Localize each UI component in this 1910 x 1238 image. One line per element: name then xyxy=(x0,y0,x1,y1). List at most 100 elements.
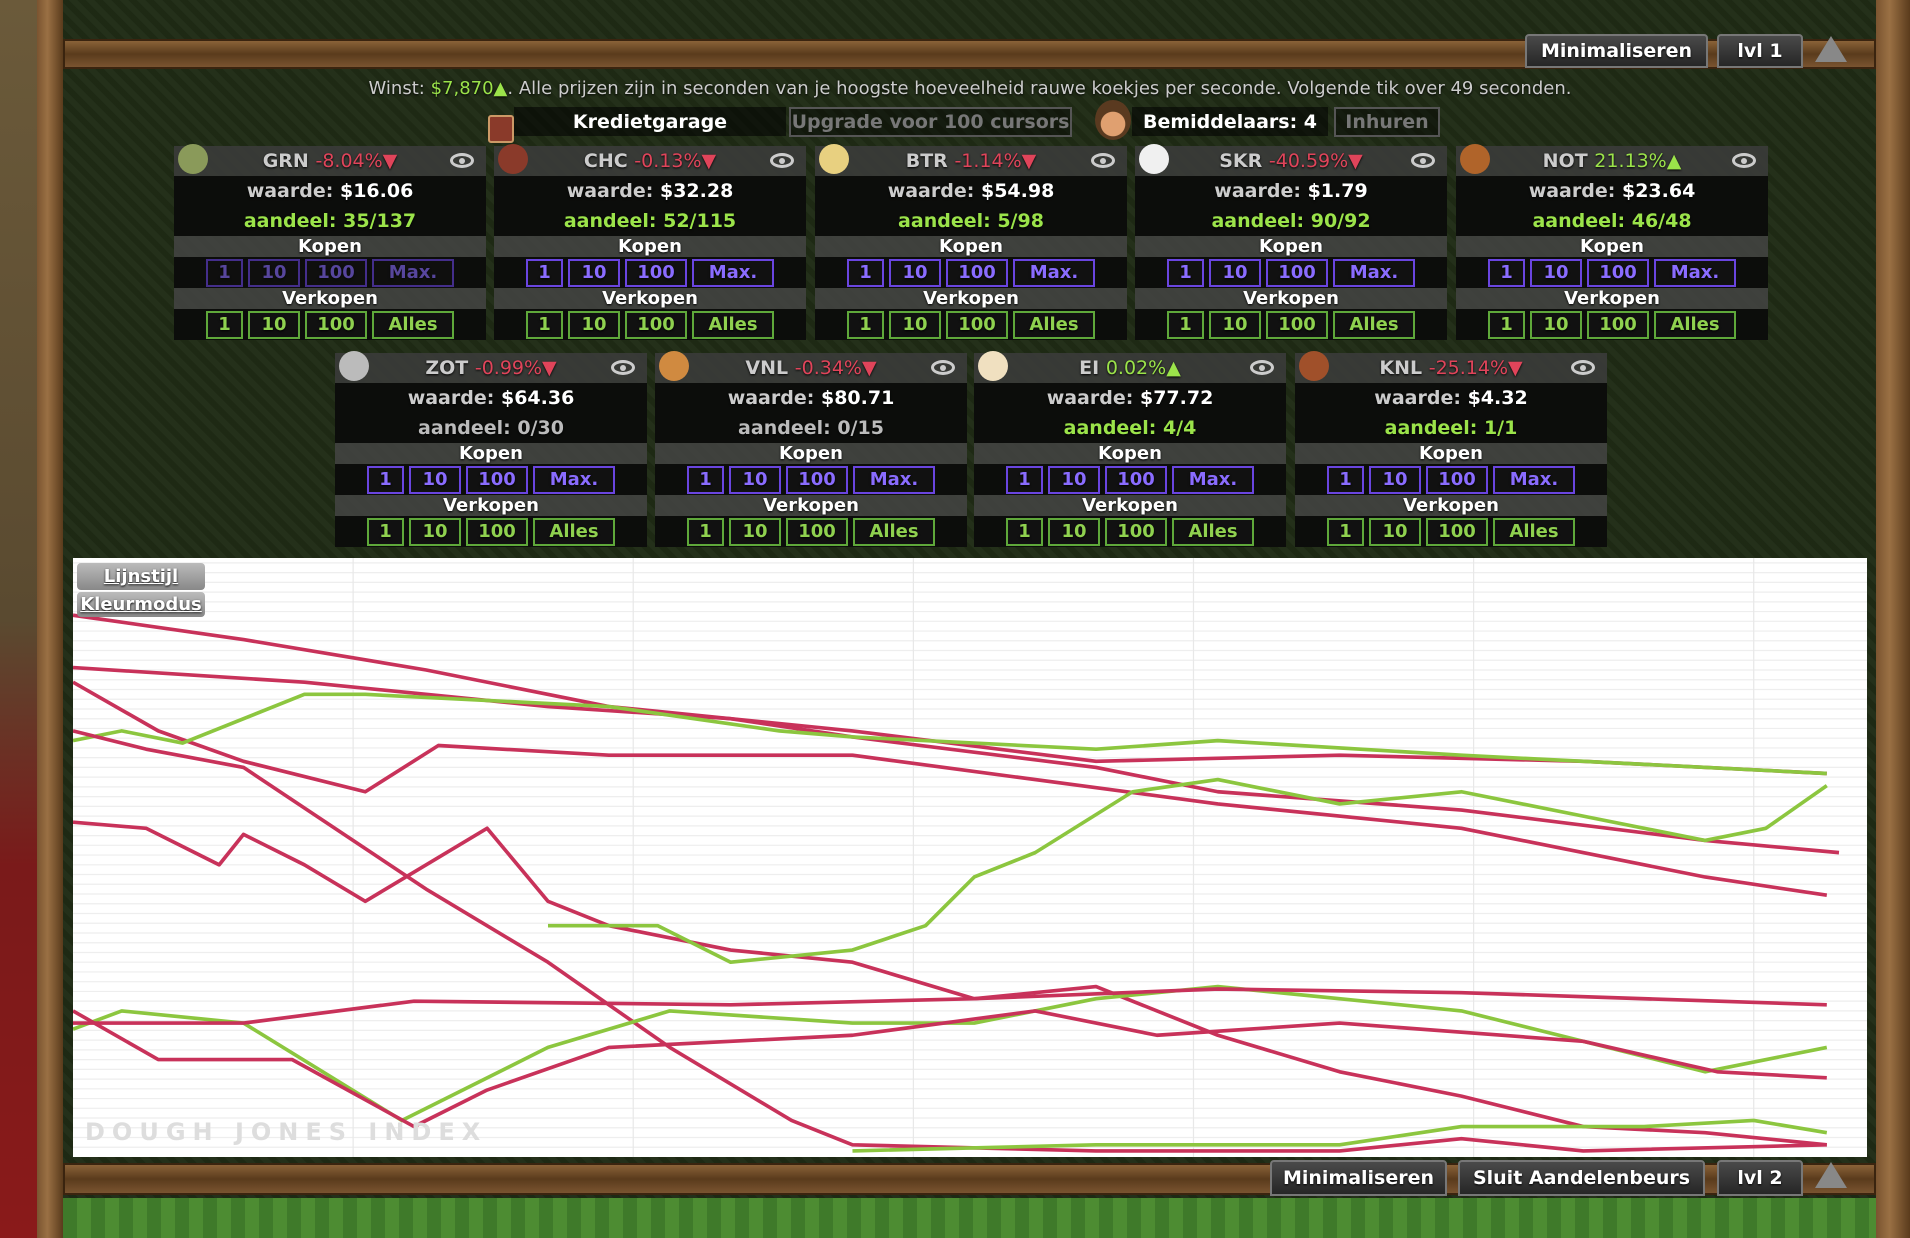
sell-button[interactable]: 1 xyxy=(206,310,243,339)
buy-button[interactable]: 100 xyxy=(786,465,848,494)
hide-toggle[interactable] xyxy=(1091,153,1115,168)
buy-button[interactable]: Max. xyxy=(853,465,935,494)
minimize-button[interactable]: Minimaliseren xyxy=(1525,34,1708,68)
shares: 90/92 xyxy=(1310,210,1371,232)
sell-button[interactable]: 10 xyxy=(568,310,620,339)
sell-button[interactable]: Alles xyxy=(853,517,935,546)
buy-button[interactable]: 1 xyxy=(367,465,404,494)
buy-button[interactable]: 100 xyxy=(466,465,528,494)
hire-button[interactable]: Inhuren xyxy=(1334,107,1440,137)
hide-toggle[interactable] xyxy=(931,360,955,375)
sell-button[interactable]: Alles xyxy=(1013,310,1095,339)
buy-button[interactable]: Max. xyxy=(1654,258,1736,287)
buy-button[interactable]: 1 xyxy=(847,258,884,287)
sell-button[interactable]: Alles xyxy=(1493,517,1575,546)
sell-buttons: 1 10 100 Alles xyxy=(1135,309,1447,340)
upgrade-button[interactable]: Upgrade voor 100 cursors xyxy=(789,107,1072,137)
minimize-button[interactable]: Minimaliseren xyxy=(1270,1160,1447,1196)
color-mode-button[interactable]: Kleurmodus xyxy=(77,592,205,617)
hide-toggle[interactable] xyxy=(1411,153,1435,168)
buy-button[interactable]: 1 xyxy=(687,465,724,494)
sell-button[interactable]: 100 xyxy=(946,310,1008,339)
sell-button[interactable]: 1 xyxy=(1488,310,1525,339)
buy-button[interactable]: Max. xyxy=(1493,465,1575,494)
sell-button[interactable]: 100 xyxy=(1105,517,1167,546)
sell-button[interactable]: 10 xyxy=(1369,517,1421,546)
buy-button[interactable]: 1 xyxy=(526,258,563,287)
value: $80.71 xyxy=(820,387,895,409)
sell-button[interactable]: Alles xyxy=(533,517,615,546)
sell-button[interactable]: 10 xyxy=(889,310,941,339)
sell-button[interactable]: Alles xyxy=(1333,310,1415,339)
sell-button[interactable]: Alles xyxy=(692,310,774,339)
sell-button[interactable]: 100 xyxy=(1587,310,1649,339)
sell-button[interactable]: 10 xyxy=(409,517,461,546)
shares-label: aandeel: xyxy=(1384,417,1478,439)
stock-icon xyxy=(1460,144,1490,174)
buy-button[interactable]: 100 xyxy=(625,258,687,287)
buy-button[interactable]: 10 xyxy=(1209,258,1261,287)
line-style-button[interactable]: Lijnstijl xyxy=(77,563,205,590)
sell-button[interactable]: 1 xyxy=(847,310,884,339)
buy-button[interactable]: 10 xyxy=(248,258,300,287)
buy-button[interactable]: 100 xyxy=(1426,465,1488,494)
buy-button[interactable]: Max. xyxy=(1172,465,1254,494)
value: $23.64 xyxy=(1621,180,1696,202)
close-market-button[interactable]: Sluit Aandelenbeurs xyxy=(1458,1160,1705,1196)
buy-button[interactable]: 10 xyxy=(1048,465,1100,494)
sell-button[interactable]: 1 xyxy=(1327,517,1364,546)
sell-button[interactable]: 100 xyxy=(1266,310,1328,339)
buy-button[interactable]: 10 xyxy=(1369,465,1421,494)
sell-button[interactable]: 10 xyxy=(1048,517,1100,546)
hide-toggle[interactable] xyxy=(1571,360,1595,375)
sell-button[interactable]: 10 xyxy=(248,310,300,339)
level-button[interactable]: lvl 2 xyxy=(1717,1160,1803,1196)
buy-button[interactable]: Max. xyxy=(372,258,454,287)
buy-button[interactable]: Max. xyxy=(1013,258,1095,287)
sell-button[interactable]: 10 xyxy=(729,517,781,546)
buy-button[interactable]: 10 xyxy=(1530,258,1582,287)
buy-button[interactable]: 1 xyxy=(1006,465,1043,494)
sell-button[interactable]: Alles xyxy=(372,310,454,339)
price-lines xyxy=(72,613,1840,1153)
level-button[interactable]: lvl 1 xyxy=(1717,34,1803,68)
buy-button[interactable]: 100 xyxy=(1587,258,1649,287)
hide-toggle[interactable] xyxy=(450,153,474,168)
hide-toggle[interactable] xyxy=(611,360,635,375)
buy-button[interactable]: 100 xyxy=(946,258,1008,287)
sell-button[interactable]: 10 xyxy=(1530,310,1582,339)
sell-button[interactable]: 1 xyxy=(526,310,563,339)
spacer xyxy=(494,387,501,409)
sell-button[interactable]: 1 xyxy=(687,517,724,546)
sell-button[interactable]: 10 xyxy=(1209,310,1261,339)
buy-button[interactable]: 1 xyxy=(206,258,243,287)
buy-button[interactable]: 10 xyxy=(568,258,620,287)
change: -0.34%▼ xyxy=(794,357,877,379)
buy-button[interactable]: 100 xyxy=(1105,465,1167,494)
sell-button[interactable]: 100 xyxy=(625,310,687,339)
buy-button[interactable]: 1 xyxy=(1167,258,1204,287)
hide-toggle[interactable] xyxy=(1732,153,1756,168)
buy-button[interactable]: Max. xyxy=(692,258,774,287)
hide-toggle[interactable] xyxy=(770,153,794,168)
hide-toggle[interactable] xyxy=(1250,360,1274,375)
sell-button[interactable]: 100 xyxy=(466,517,528,546)
sell-button[interactable]: 1 xyxy=(1006,517,1043,546)
sell-button[interactable]: 1 xyxy=(367,517,404,546)
sell-button[interactable]: 1 xyxy=(1167,310,1204,339)
buy-button[interactable]: 1 xyxy=(1327,465,1364,494)
sell-button[interactable]: 100 xyxy=(1426,517,1488,546)
buy-button[interactable]: 1 xyxy=(1488,258,1525,287)
sell-button[interactable]: Alles xyxy=(1654,310,1736,339)
sell-button[interactable]: 100 xyxy=(786,517,848,546)
buy-button[interactable]: 10 xyxy=(729,465,781,494)
buy-button[interactable]: Max. xyxy=(1333,258,1415,287)
sell-button[interactable]: Alles xyxy=(1172,517,1254,546)
sell-button[interactable]: 100 xyxy=(305,310,367,339)
buy-button[interactable]: 10 xyxy=(409,465,461,494)
buy-button[interactable]: Max. xyxy=(533,465,615,494)
buy-button[interactable]: 100 xyxy=(1266,258,1328,287)
buy-button[interactable]: 100 xyxy=(305,258,367,287)
buy-button[interactable]: 10 xyxy=(889,258,941,287)
price-line xyxy=(852,1118,1828,1153)
